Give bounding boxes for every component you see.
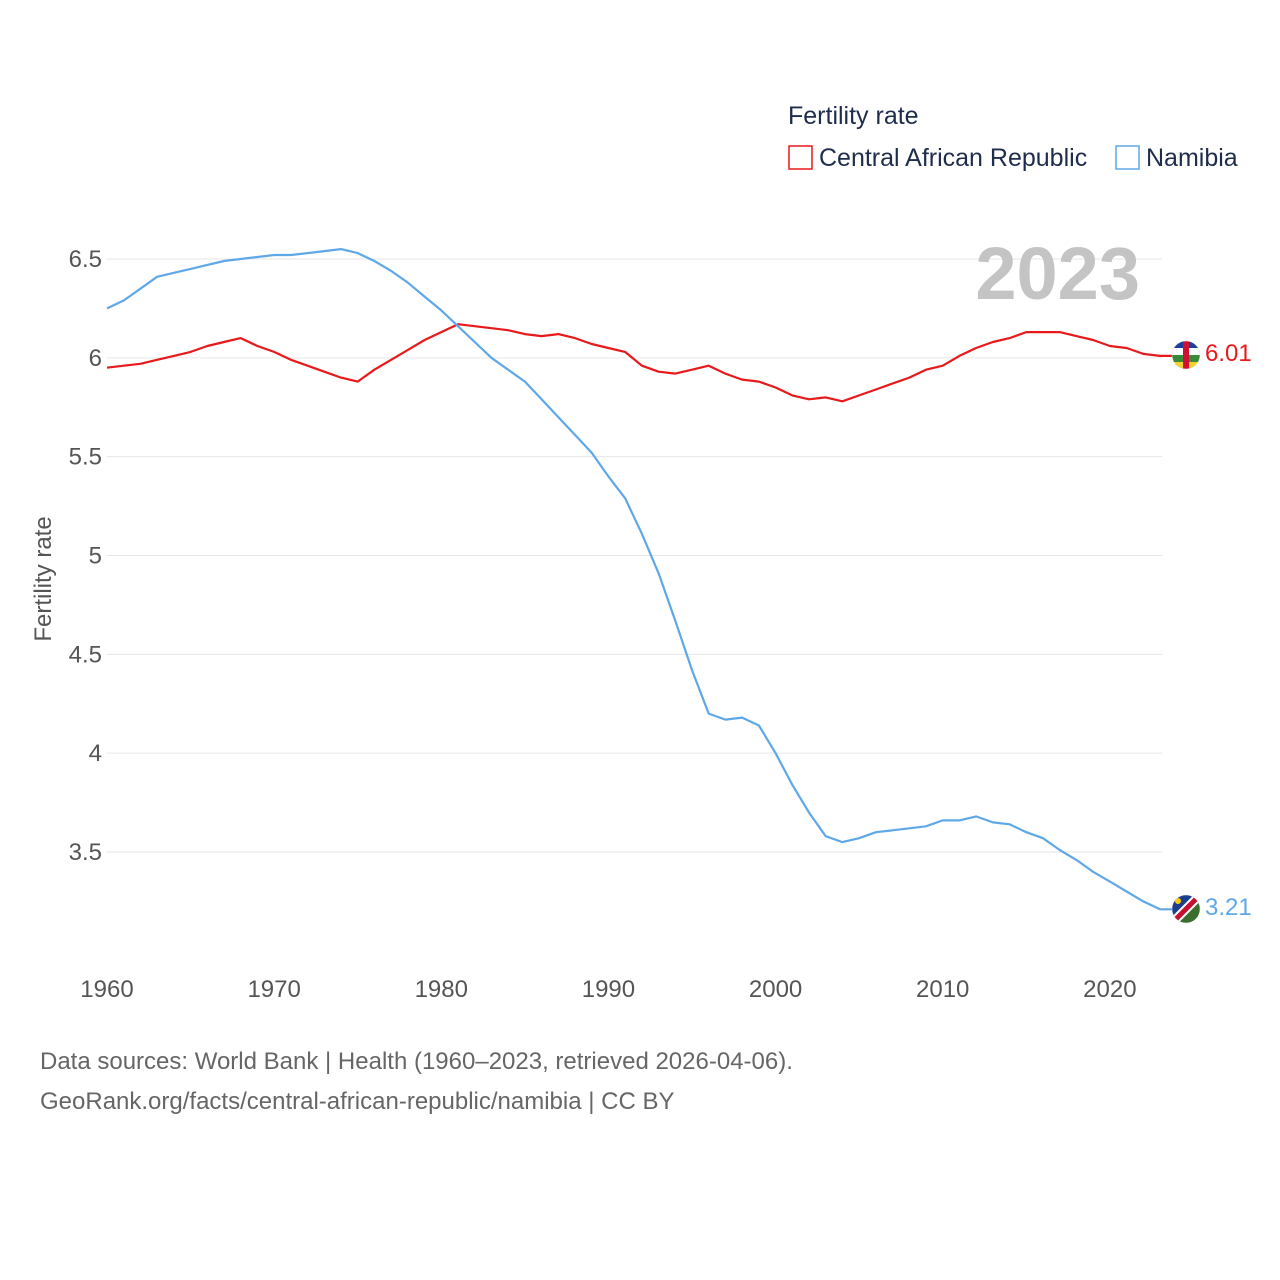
namibia-flag-icon (1172, 895, 1200, 923)
year-label: 2023 (975, 232, 1140, 315)
source-note: Data sources: World Bank | Health (1960–… (40, 1042, 793, 1122)
y-axis-label: Fertility rate (30, 516, 57, 641)
end-label-namibia: 3.21 (1205, 894, 1252, 921)
legend-swatch-central-african-republic (788, 145, 813, 170)
x-tick-label: 1960 (80, 976, 133, 1003)
series-line-namibia[interactable] (106, 248, 1172, 911)
central-african-republic-flag-icon (1172, 341, 1200, 369)
x-tick-label: 1970 (247, 976, 300, 1003)
central-african-republic-flag-border (1171, 340, 1201, 370)
y-tick-label: 5 (89, 543, 102, 570)
x-tick-label: 1990 (582, 976, 635, 1003)
namibia-flag-border (1171, 894, 1201, 924)
series-line-central-african-republic[interactable] (106, 323, 1172, 403)
y-tick-label: 6 (89, 345, 102, 372)
series-lines (106, 248, 1172, 911)
y-axis-ticks: 3.5 4 4.5 5 5.5 6 6.5 (69, 246, 102, 866)
legend-label-central-african-republic: Central African Republic (819, 144, 1087, 172)
legend-item-central-african-republic[interactable]: Central African Republic (788, 144, 1087, 172)
legend-swatch-namibia (1115, 145, 1140, 170)
gridlines (107, 258, 1162, 853)
y-tick-label: 4.5 (69, 641, 102, 668)
x-axis-ticks: 1960 1970 1980 1990 2000 2010 2020 (80, 976, 1136, 1003)
y-tick-label: 6.5 (69, 246, 102, 273)
legend: Fertility rate Central African Republic … (788, 102, 1238, 172)
end-label-central-african-republic: 6.01 (1205, 340, 1252, 367)
y-tick-label: 5.5 (69, 444, 102, 471)
source-line-data: Data sources: World Bank | Health (1960–… (40, 1048, 793, 1075)
x-tick-label: 2010 (916, 976, 969, 1003)
x-tick-label: 2000 (749, 976, 802, 1003)
source-line-link[interactable]: GeoRank.org/facts/central-african-republ… (40, 1088, 675, 1115)
x-tick-label: 2020 (1083, 976, 1136, 1003)
legend-title: Fertility rate (788, 102, 919, 130)
legend-label-namibia: Namibia (1146, 144, 1238, 172)
legend-item-namibia[interactable]: Namibia (1115, 144, 1238, 172)
fertility-rate-chart: 3.5 4 4.5 5 5.5 6 6.5 1960 1970 1980 1990 2000 2010… (30, 102, 1252, 1003)
y-tick-label: 3.5 (69, 839, 102, 866)
x-tick-label: 1980 (415, 976, 468, 1003)
y-tick-label: 4 (89, 740, 102, 767)
